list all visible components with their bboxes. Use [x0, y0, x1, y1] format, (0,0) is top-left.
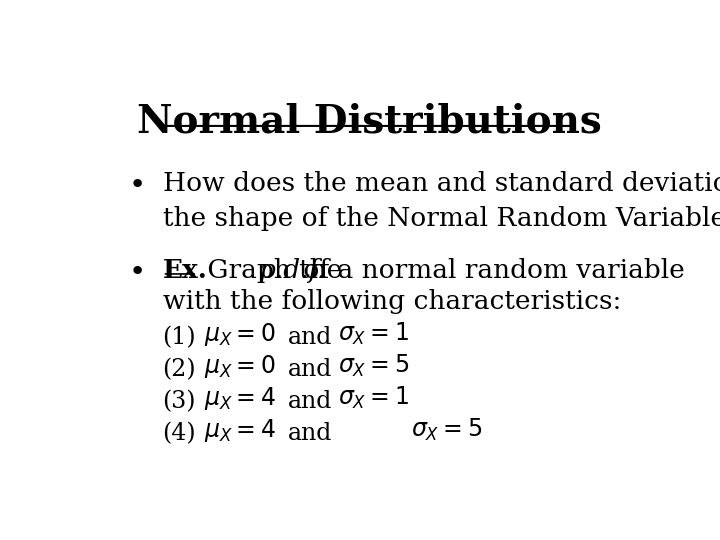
Text: and: and [288, 326, 333, 349]
Text: •: • [129, 258, 146, 286]
Text: $\mu_X = 4$: $\mu_X = 4$ [204, 385, 276, 412]
Text: Ex.: Ex. [163, 258, 207, 283]
Text: $\sigma_X = 1$: $\sigma_X = 1$ [338, 321, 409, 347]
Text: of a normal random variable: of a normal random variable [294, 258, 685, 283]
Text: and: and [288, 422, 333, 445]
Text: (4): (4) [163, 422, 196, 445]
Text: (1): (1) [163, 326, 196, 349]
Text: $\mu_X = 0$: $\mu_X = 0$ [204, 353, 276, 380]
Text: How does the mean and standard deviation affect
the shape of the Normal Random V: How does the mean and standard deviation… [163, 171, 720, 231]
Text: Graph the: Graph the [199, 258, 351, 283]
Text: Normal Distributions: Normal Distributions [137, 102, 601, 140]
Text: •: • [129, 171, 146, 199]
Text: $\sigma_X = 5$: $\sigma_X = 5$ [411, 417, 482, 443]
Text: p.d.f.: p.d.f. [258, 258, 326, 283]
Text: (3): (3) [163, 390, 196, 413]
Text: $\sigma_X = 1$: $\sigma_X = 1$ [338, 385, 409, 411]
Text: $\mu_X = 0$: $\mu_X = 0$ [204, 321, 276, 348]
Text: with the following characteristics:: with the following characteristics: [163, 289, 621, 314]
Text: (2): (2) [163, 358, 196, 381]
Text: and: and [288, 358, 333, 381]
Text: $\mu_X = 4$: $\mu_X = 4$ [204, 417, 276, 444]
Text: and: and [288, 390, 333, 413]
Text: $\sigma_X = 5$: $\sigma_X = 5$ [338, 353, 410, 379]
